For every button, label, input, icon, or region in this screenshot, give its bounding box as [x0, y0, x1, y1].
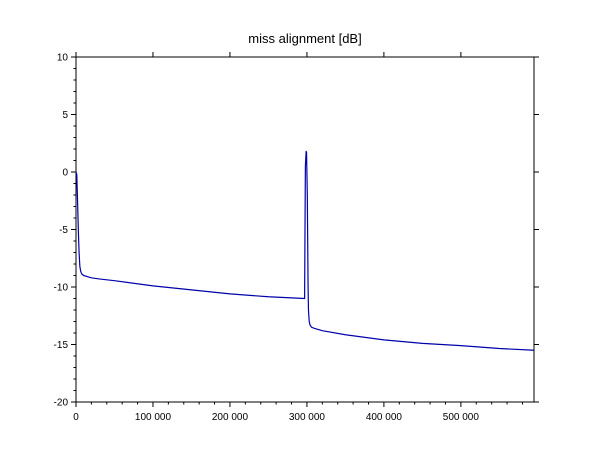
x-tick-label: 500 000 — [443, 412, 480, 423]
y-tick-label: -5 — [59, 225, 68, 236]
y-tick-label: 0 — [62, 168, 68, 179]
x-tick-label: 300 000 — [289, 412, 326, 423]
x-tick-label: 0 — [73, 412, 79, 423]
chart-title: miss alignment [dB] — [248, 31, 361, 46]
x-tick-label: 400 000 — [366, 412, 403, 423]
y-axis: -20 -15 -10 -5 0 5 10 — [54, 53, 539, 409]
y-tick-label: 10 — [57, 53, 69, 64]
x-tick-label: 200 000 — [212, 412, 249, 423]
y-tick-label: -15 — [54, 340, 69, 351]
y-tick-label: -10 — [54, 283, 69, 294]
x-axis: 0 100 000 200 000 300 000 400 000 500 000 — [73, 52, 523, 423]
series-layer — [75, 150, 535, 351]
y-tick-label: -20 — [54, 398, 69, 409]
y-tick-label: 5 — [62, 110, 68, 121]
series-line — [75, 150, 535, 351]
x-tick-label: 100 000 — [135, 412, 172, 423]
